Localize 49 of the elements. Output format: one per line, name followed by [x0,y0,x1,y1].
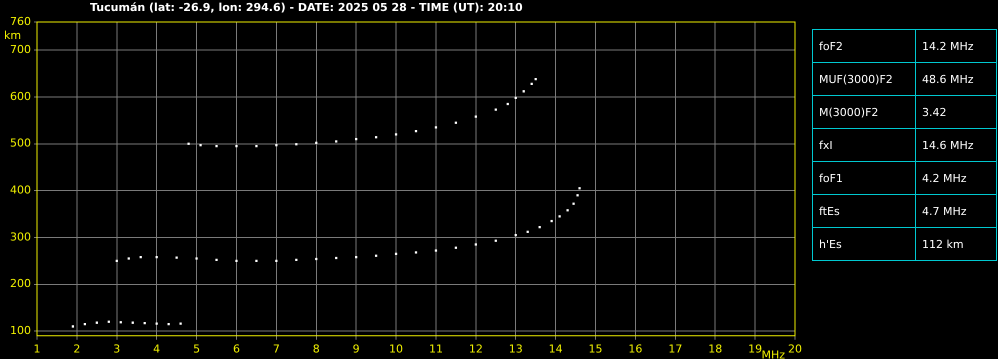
x-tick-label: 13 [508,342,523,356]
y-tick-label: 500 [10,136,31,150]
text: 3.42 [916,96,996,128]
text: 4.7 MHz [916,194,996,228]
point [434,126,438,129]
y-tick-label: 760 [10,14,31,28]
text: fxI [812,128,916,162]
x-tick-label: 9 [352,342,360,356]
x-tick-label: 16 [628,342,642,356]
text: ftEs [812,194,916,228]
y-tick-label: 400 [10,183,31,196]
y-tick-label: 300 [10,230,31,244]
x-tick-label: 5 [193,342,200,356]
y-tick-label: 200 [10,277,31,290]
y-tick-label: 600 [10,90,31,103]
text: 14.6 MHz [916,128,996,162]
x-axis-title: MHz [761,348,786,359]
y-tick-label: 700 [10,42,31,56]
x-tick-label: 19 [748,342,762,356]
chart-title: Tucumán (lat: -26.9, lon: 294.6) - DATE: 2025 05 28 - TIME (UT): 20:10 [90,0,523,14]
y-tick-label: 100 [10,324,31,337]
x-tick-label: 10 [389,342,404,356]
text: 48.6 MHz [916,62,996,96]
x-tick-label: 11 [428,342,443,356]
x-tick-label: 14 [548,342,563,356]
text: M(3000)F2 [812,96,916,128]
x-tick-label: 7 [272,342,280,356]
x-tick-label: 17 [668,342,682,356]
x-tick-label: 1 [34,342,40,356]
x-tick-label: 2 [73,342,80,356]
text: 14.2 MHz [916,30,996,62]
x-tick-label: 20 [788,342,802,356]
text: MUF(3000)F2 [812,62,916,96]
point [179,322,182,325]
x-tick-label: 12 [468,342,483,356]
text: foF2 [812,30,916,62]
x-tick-label: 8 [312,342,320,356]
text: 4.2 MHz [916,162,996,194]
point [84,322,86,326]
x-tick-label: 15 [588,342,603,356]
x-tick-label: 6 [232,342,240,356]
text: 112 km [916,228,996,260]
point [414,130,418,132]
x-tick-label: 18 [708,342,722,356]
text: h'Es [812,228,916,260]
y-axis-title: km [4,28,22,42]
text: foF1 [812,162,916,194]
x-tick-label: 4 [153,342,160,356]
x-tick-label: 3 [113,342,120,356]
